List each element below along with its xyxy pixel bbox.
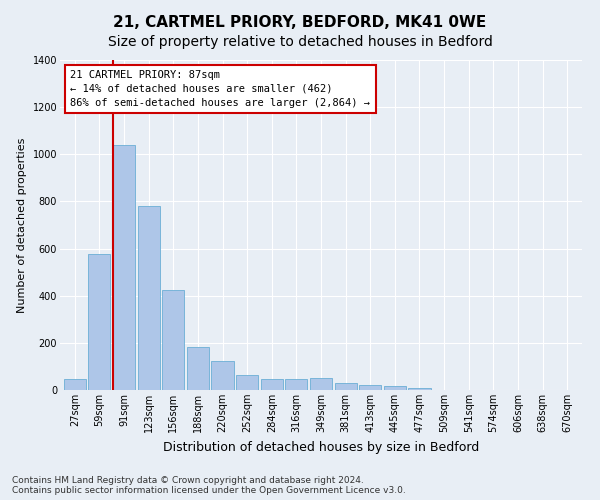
Text: Size of property relative to detached houses in Bedford: Size of property relative to detached ho… [107,35,493,49]
Bar [64,379,86,390]
Bar [384,386,406,390]
Bar [211,360,233,390]
Bar [260,378,283,390]
Bar [162,290,184,390]
Bar [187,347,209,390]
Bar [359,385,382,390]
Text: Contains HM Land Registry data © Crown copyright and database right 2024.
Contai: Contains HM Land Registry data © Crown c… [12,476,406,495]
Bar [310,378,332,390]
Bar [113,145,135,390]
Bar [335,384,357,390]
Text: 21, CARTMEL PRIORY, BEDFORD, MK41 0WE: 21, CARTMEL PRIORY, BEDFORD, MK41 0WE [113,15,487,30]
X-axis label: Distribution of detached houses by size in Bedford: Distribution of detached houses by size … [163,440,479,454]
Bar [409,388,431,390]
Bar [285,378,307,390]
Bar [137,206,160,390]
Bar [236,376,258,390]
Bar [88,254,110,390]
Y-axis label: Number of detached properties: Number of detached properties [17,138,27,312]
Text: 21 CARTMEL PRIORY: 87sqm
← 14% of detached houses are smaller (462)
86% of semi-: 21 CARTMEL PRIORY: 87sqm ← 14% of detach… [70,70,370,108]
